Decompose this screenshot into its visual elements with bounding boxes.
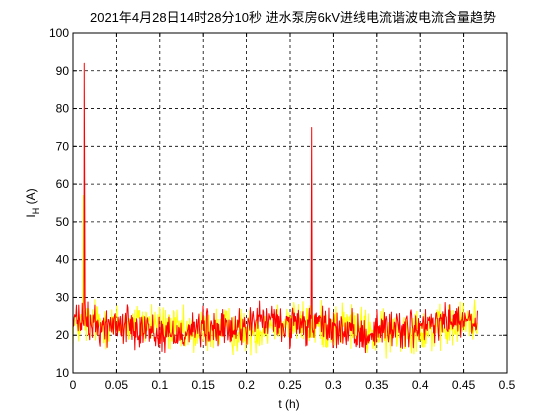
y-tick-label: 60: [56, 177, 70, 191]
x-tick-label: 0.1: [151, 378, 168, 392]
y-axis-label: IH (A): [24, 188, 41, 217]
y-axis-label-sub: H: [31, 208, 41, 215]
y-tick-label: 70: [56, 139, 70, 153]
y-tick-label: 80: [56, 102, 70, 116]
grid: [73, 33, 507, 373]
x-tick-label: 0.3: [325, 378, 342, 392]
x-tick-label: 0.05: [105, 378, 129, 392]
x-tick-label: 0: [70, 378, 77, 392]
x-tick-label: 0.15: [192, 378, 216, 392]
x-tick-label: 0.25: [278, 378, 302, 392]
y-tick-label: 90: [56, 64, 70, 78]
ticks: 0 0.05 0.1 0.15 0.2 0.25 0.3 0.35 0.4 0.45 0.5 10 20…: [49, 26, 516, 392]
x-axis-label: t (h): [278, 397, 299, 411]
y-tick-label: 40: [56, 253, 70, 267]
series-layer: [72, 62, 478, 359]
x-tick-label: 0.5: [499, 378, 516, 392]
series-line-2: [72, 62, 478, 354]
y-axis-label-main: I: [24, 214, 38, 217]
x-tick-label: 0.35: [365, 378, 389, 392]
y-axis-label-unit: (A): [24, 188, 38, 207]
y-tick-label: 20: [56, 328, 70, 342]
y-tick-label: 10: [56, 366, 70, 380]
y-tick-label: 100: [49, 26, 69, 40]
x-tick-label: 0.2: [238, 378, 255, 392]
chart-title: 2021年4月28日14时28分10秒 进水泵房6kV进线电流谐波电流含量趋势: [90, 10, 496, 25]
y-tick-label: 50: [56, 215, 70, 229]
x-tick-label: 0.4: [412, 378, 429, 392]
y-tick-label: 30: [56, 290, 70, 304]
x-tick-label: 0.45: [452, 378, 476, 392]
